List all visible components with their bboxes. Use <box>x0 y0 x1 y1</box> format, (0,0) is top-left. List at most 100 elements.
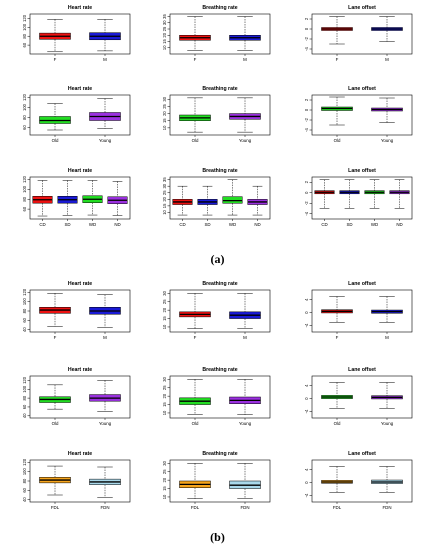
caption-b: (b) <box>210 530 225 544</box>
x-tick-label: Old <box>52 421 59 426</box>
y-tick-label: 0 <box>304 397 309 400</box>
plot-frame <box>311 176 413 220</box>
y-tick-label: 15 <box>162 402 167 407</box>
boxplot-b9: Lane offset -4 0 4 FDL FDN <box>304 451 413 510</box>
y-tick-label: 40 <box>22 413 27 418</box>
boxplot-b2: Breathing rate 10 15 20 25 30 F M <box>162 281 271 340</box>
y-tick-label: 30 <box>162 460 167 465</box>
y-tick-label: 10 <box>162 410 167 415</box>
y-tick-label: 20 <box>162 393 167 398</box>
x-tick-label: M <box>385 335 389 340</box>
y-tick-label: 10 <box>162 494 167 499</box>
y-tick-label: 10 <box>162 324 167 329</box>
y-tick-label: 25 <box>162 299 167 304</box>
chart-title: Breathing rate <box>202 86 237 92</box>
chart-title: Heart rate <box>68 168 92 174</box>
y-tick-label: 0 <box>304 108 309 111</box>
x-tick-label: F <box>194 57 197 62</box>
x-tick-label: WD <box>371 222 378 227</box>
y-tick-label: 60 <box>22 487 27 492</box>
x-tick-label: F <box>54 335 57 340</box>
y-tick-label: 20 <box>162 307 167 312</box>
caption-a: (a) <box>210 252 225 266</box>
y-tick-label: 80 <box>22 196 27 201</box>
y-tick-label: 20 <box>162 477 167 482</box>
y-tick-label: -4 <box>304 409 309 413</box>
chart-title: Breathing rate <box>202 281 237 287</box>
y-tick-label: 30 <box>162 96 167 101</box>
y-tick-label: 25 <box>162 469 167 474</box>
chart-title: Lane offset <box>348 451 376 457</box>
y-tick-label: 2 <box>304 98 309 101</box>
x-tick-label: SD <box>346 222 352 227</box>
y-tick-label: 15 <box>162 486 167 491</box>
y-tick-label: -4 <box>304 211 309 215</box>
y-tick-label: 20 <box>162 32 167 37</box>
x-tick-label: Old <box>334 421 341 426</box>
y-tick-label: 80 <box>22 33 27 38</box>
boxplot-b7: Heart rate 40 60 80 100 120 FDL FDN <box>22 451 131 510</box>
x-tick-label: F <box>54 57 57 62</box>
y-tick-label: 100 <box>22 103 27 111</box>
plot-frame <box>311 94 413 136</box>
y-tick-label: 60 <box>22 206 27 211</box>
y-tick-label: 60 <box>22 42 27 47</box>
y-tick-label: 4 <box>304 384 309 387</box>
y-tick-label: -4 <box>304 46 309 50</box>
x-tick-label: Old <box>52 138 59 143</box>
y-tick-label: -2 <box>304 201 309 205</box>
y-tick-label: 30 <box>162 376 167 381</box>
x-tick-label: Young <box>239 421 252 426</box>
x-tick-label: FDN <box>382 505 391 510</box>
plot-frame <box>169 375 271 419</box>
y-tick-label: 0 <box>304 191 309 194</box>
x-tick-label: M <box>243 335 247 340</box>
x-tick-label: Old <box>334 138 341 143</box>
y-tick-label: 20 <box>162 196 167 201</box>
boxplot-b6: Lane offset -4 0 4 Old Young <box>304 367 413 426</box>
y-tick-label: 0 <box>304 311 309 314</box>
y-tick-label: 120 <box>22 288 27 296</box>
y-tick-label: 60 <box>22 404 27 409</box>
y-tick-label: 0 <box>304 481 309 484</box>
y-tick-label: 120 <box>22 14 27 22</box>
y-tick-label: 100 <box>22 385 27 393</box>
x-tick-label: ND <box>114 222 120 227</box>
y-tick-label: 100 <box>22 298 27 306</box>
x-tick-label: FDN <box>240 505 249 510</box>
boxplot-b5: Breathing rate 10 15 20 25 30 Old Young <box>162 367 271 426</box>
chart-title: Lane offset <box>348 281 376 287</box>
boxplot-b8: Breathing rate 10 15 20 25 30 FDL FDN <box>162 451 271 510</box>
y-tick-label: 25 <box>162 103 167 108</box>
y-tick-label: 10 <box>162 45 167 50</box>
x-tick-label: F <box>336 57 339 62</box>
y-tick-label: 60 <box>22 317 27 322</box>
plot-frame <box>169 94 271 136</box>
chart-title: Lane offset <box>348 168 376 174</box>
plot-frame <box>29 13 131 55</box>
y-tick-label: 80 <box>22 395 27 400</box>
x-tick-label: FDL <box>191 505 200 510</box>
y-tick-label: 2 <box>304 180 309 183</box>
y-tick-label: 120 <box>22 458 27 466</box>
x-tick-label: Young <box>99 421 112 426</box>
y-tick-label: -4 <box>304 493 309 497</box>
chart-title: Lane offset <box>348 367 376 373</box>
x-tick-label: CD <box>179 222 185 227</box>
y-tick-label: 100 <box>22 468 27 476</box>
boxplot-a5: Breathing rate 10 15 20 25 30 Old Young <box>162 86 271 143</box>
chart-title: Breathing rate <box>202 451 237 457</box>
y-tick-label: 4 <box>304 298 309 301</box>
y-tick-label: 35 <box>162 14 167 19</box>
boxplot-b1: Heart rate 40 60 80 100 120 F M <box>22 281 131 340</box>
y-tick-label: -4 <box>304 127 309 131</box>
plot-frame <box>29 375 131 419</box>
x-tick-label: M <box>103 57 107 62</box>
y-tick-label: 15 <box>162 39 167 44</box>
plot-frame <box>29 176 131 220</box>
chart-title: Heart rate <box>68 451 92 457</box>
x-tick-label: CD <box>39 222 45 227</box>
y-tick-label: 10 <box>162 125 167 130</box>
